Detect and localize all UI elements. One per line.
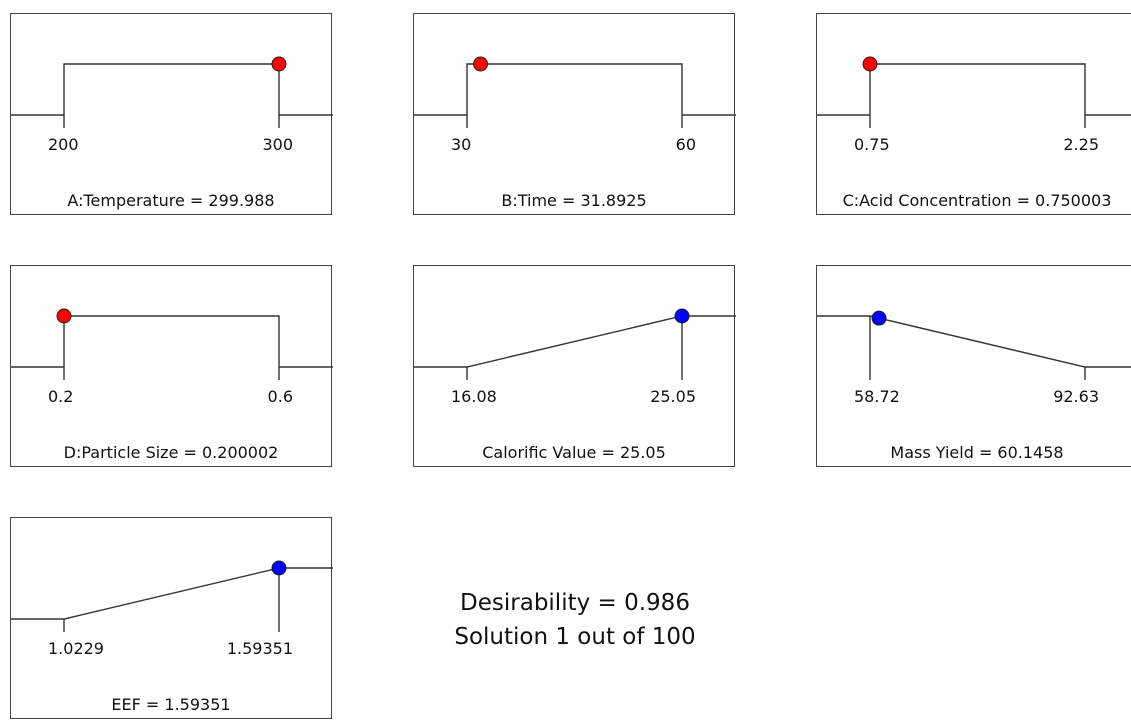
high-tick-label: 92.63 <box>1053 387 1099 406</box>
factor-caption: D:Particle Size = 0.200002 <box>63 443 279 462</box>
ramp-plot <box>11 308 333 380</box>
low-tick-label: 16.08 <box>451 387 497 406</box>
optimum-marker <box>862 56 878 72</box>
ramp-plot <box>414 308 736 380</box>
factor-caption: C:Acid Concentration = 0.750003 <box>842 191 1112 210</box>
optimum-marker <box>674 308 690 324</box>
summary: Desirability = 0.986 Solution 1 out of 1… <box>420 586 730 654</box>
factor-caption: A:Temperature = 299.988 <box>67 191 275 210</box>
optimum-marker <box>271 56 287 72</box>
ramp-plot <box>817 310 1131 380</box>
desirability-text: Desirability = 0.986 <box>460 590 690 616</box>
ramp-plot <box>11 56 333 128</box>
desirability-ramp-line <box>11 315 333 368</box>
optimum-marker <box>871 310 887 326</box>
high-tick-label: 0.6 <box>267 387 293 406</box>
panel-temperature: 200 300 A:Temperature = 299.988 <box>10 13 333 215</box>
high-tick-label: 300 <box>262 135 293 154</box>
desirability-ramp-line <box>11 567 333 620</box>
low-tick-label: 0.2 <box>48 387 74 406</box>
low-tick-label: 1.0229 <box>48 639 104 658</box>
factor-caption: Mass Yield = 60.1458 <box>890 443 1064 462</box>
desirability-ramp-line <box>414 63 736 116</box>
factor-caption: Calorific Value = 25.05 <box>482 443 666 462</box>
panel-eef: 1.0229 1.59351 EEF = 1.59351 <box>10 517 333 719</box>
low-tick-label: 58.72 <box>854 387 900 406</box>
optimum-marker <box>473 56 489 72</box>
desirability-ramp-line <box>414 315 736 368</box>
optimum-marker <box>271 560 287 576</box>
ramp-plot <box>414 56 736 128</box>
panel-calorific-value: 16.08 25.05 Calorific Value = 25.05 <box>413 265 736 467</box>
ramp-plot <box>817 56 1131 128</box>
panel-mass-yield: 58.72 92.63 Mass Yield = 60.1458 <box>816 265 1131 467</box>
factor-caption: B:Time = 31.8925 <box>501 191 647 210</box>
low-tick-label: 0.75 <box>854 135 890 154</box>
desirability-ramp-line <box>11 63 333 116</box>
desirability-ramp-line <box>817 315 1131 368</box>
desirability-ramp-line <box>817 63 1131 116</box>
low-tick-label: 200 <box>48 135 79 154</box>
low-tick-label: 30 <box>451 135 472 154</box>
factor-caption: EEF = 1.59351 <box>111 695 231 714</box>
ramp-plot <box>11 560 333 632</box>
panel-acid-concentration: 0.75 2.25 C:Acid Concentration = 0.750003 <box>816 13 1131 215</box>
panel-particle-size: 0.2 0.6 D:Particle Size = 0.200002 <box>10 265 333 467</box>
high-tick-label: 2.25 <box>1063 135 1099 154</box>
solution-text: Solution 1 out of 100 <box>454 624 696 650</box>
high-tick-label: 25.05 <box>650 387 696 406</box>
high-tick-label: 1.59351 <box>226 639 293 658</box>
optimum-marker <box>56 308 72 324</box>
high-tick-label: 60 <box>675 135 696 154</box>
panel-time: 30 60 B:Time = 31.8925 <box>413 13 736 215</box>
